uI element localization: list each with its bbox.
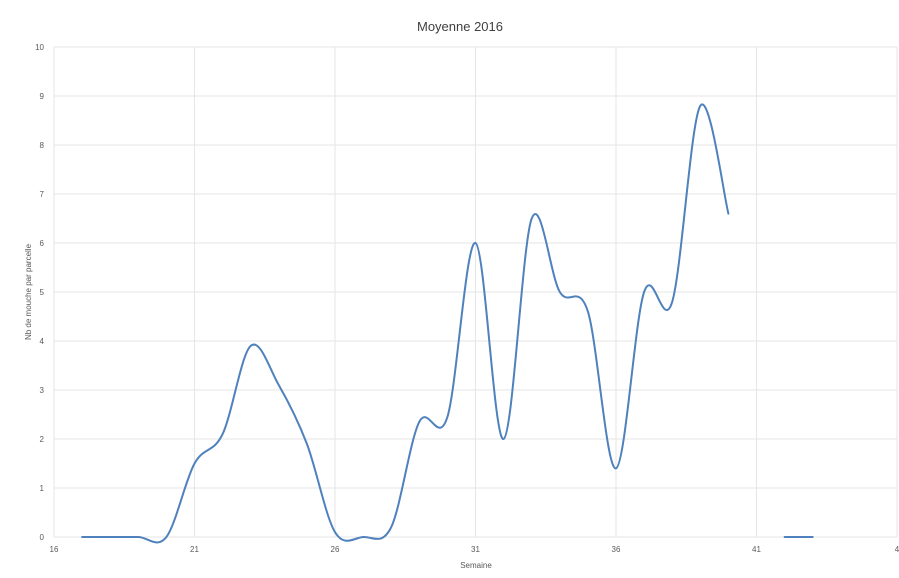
x-tick-label: 21 <box>190 545 199 554</box>
y-tick-label: 7 <box>40 190 45 199</box>
x-axis-title: Semaine <box>460 561 492 570</box>
y-tick-label: 8 <box>40 141 45 150</box>
x-tick-label: 16 <box>50 545 59 554</box>
y-tick-label: 2 <box>40 435 45 444</box>
y-tick-label: 4 <box>40 337 45 346</box>
y-tick-label: 3 <box>40 386 45 395</box>
x-tick-label: 36 <box>612 545 621 554</box>
x-tick-label: 31 <box>471 545 480 554</box>
tick-labels: 0 1 2 3 4 5 6 7 8 9 10 16 21 26 31 36 41 4 <box>35 43 899 554</box>
y-axis-title: Nb de mouche par parcelle <box>24 243 33 340</box>
x-tick-label: 26 <box>331 545 340 554</box>
y-tick-label: 1 <box>40 484 45 493</box>
chart-title: Moyenne 2016 <box>417 19 503 34</box>
x-tick-label: 41 <box>752 545 761 554</box>
y-tick-label: 10 <box>35 43 44 52</box>
x-tick-label: 4 <box>895 545 899 554</box>
series-lines <box>81 103 814 544</box>
y-tick-label: 0 <box>40 533 45 542</box>
y-tick-label: 9 <box>40 92 45 101</box>
y-tick-label: 6 <box>40 239 45 248</box>
gridlines <box>53 46 898 538</box>
y-tick-label: 5 <box>40 288 45 297</box>
series-line-0 <box>81 103 730 544</box>
